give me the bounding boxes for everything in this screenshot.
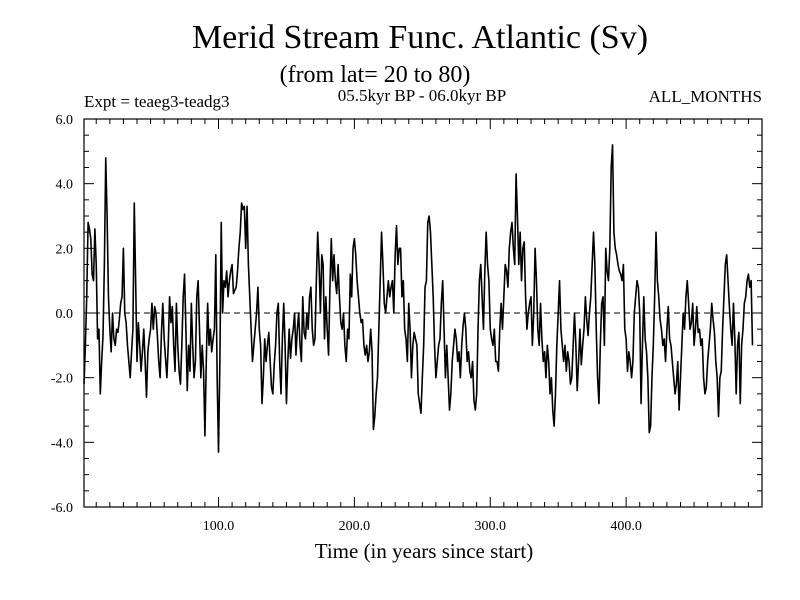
x-axis-label: Time (in years since start) (315, 539, 534, 563)
x-tick-label: 200.0 (339, 519, 371, 534)
y-tick-label: 6.0 (56, 113, 74, 128)
y-tick-label: 4.0 (56, 178, 74, 193)
x-tick-label: 300.0 (475, 519, 507, 534)
chart-title: Merid Stream Func. Atlantic (Sv) (192, 19, 648, 56)
series-line (83, 144, 754, 453)
x-tick-label: 400.0 (610, 519, 642, 534)
tick-labels: -6.0 -4.0 -2.0 0.0 2.0 4.0 6.0 100.0 200.0 300.0 4… (51, 113, 642, 534)
x-tick-label: 100.0 (203, 519, 235, 534)
y-tick-label: 0.0 (56, 307, 74, 322)
y-tick-label: -4.0 (51, 436, 73, 451)
season-label: ALL_MONTHS (649, 87, 762, 106)
chart-subtitle: (from lat= 20 to 80) (280, 62, 471, 88)
y-tick-label: -6.0 (51, 501, 73, 516)
y-tick-label: 2.0 (56, 242, 74, 257)
period-label: 05.5kyr BP - 06.0kyr BP (338, 86, 506, 105)
experiment-label: Expt = teaeg3-teadg3 (84, 92, 230, 111)
y-tick-label: -2.0 (51, 372, 73, 387)
plot-frame (83, 118, 763, 508)
